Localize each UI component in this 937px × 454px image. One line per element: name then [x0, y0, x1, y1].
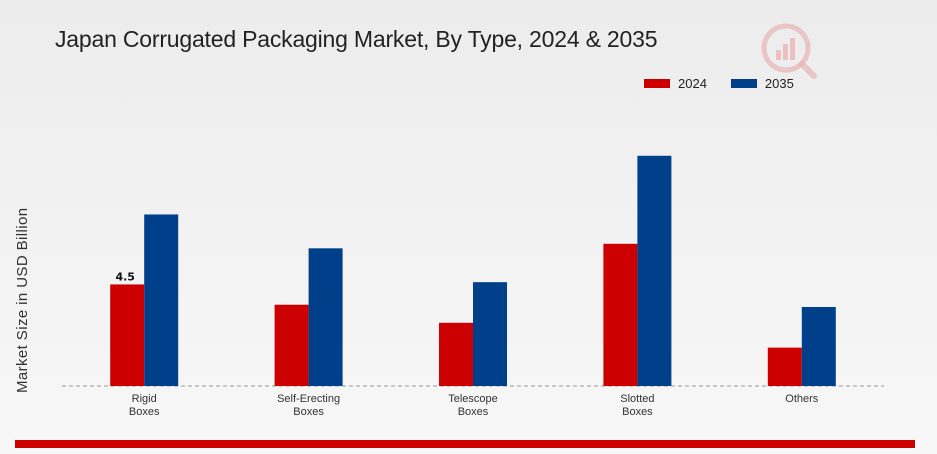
- chart-title: Japan Corrugated Packaging Market, By Ty…: [55, 26, 658, 52]
- bar-2035-4: [801, 307, 836, 386]
- bar-2024-2: [439, 322, 473, 386]
- x-tick-label-2-1: Boxes: [458, 406, 489, 418]
- x-tick-label-4-0: Others: [785, 393, 819, 405]
- bar-2024-3: [603, 243, 638, 386]
- x-tick-label-2-0: Telescope: [448, 393, 498, 405]
- legend-swatch-2024: [644, 79, 670, 88]
- legend-swatch-2035: [730, 79, 757, 88]
- legend-label-2024: 2024: [678, 76, 707, 91]
- x-tick-label-0-1: Boxes: [129, 406, 160, 418]
- market-research-logo-icon: [761, 23, 817, 79]
- legend-item-2024: 2024: [644, 76, 707, 91]
- bar-2024-1: [274, 304, 309, 386]
- legend-label-2035: 2035: [764, 76, 794, 91]
- bottom-accent-bar: [15, 440, 915, 448]
- x-tick-label-3-1: Boxes: [622, 406, 653, 418]
- bar-2035-0: [144, 214, 179, 386]
- x-tick-label-1-1: Boxes: [293, 406, 324, 418]
- legend-item-2035: 2035: [730, 76, 794, 91]
- bar-2024-0: [110, 284, 145, 386]
- x-tick-label-1-0: Self-Erecting: [277, 393, 340, 405]
- x-tick-label-0-0: Rigid: [132, 393, 157, 405]
- bar-2035-3: [637, 155, 672, 386]
- bar-2024-4: [767, 347, 802, 386]
- chart-legend: 2024 2035: [644, 76, 794, 91]
- x-tick-label-3-0: Slotted: [620, 393, 654, 405]
- data-label-0: 4.5: [115, 270, 135, 283]
- bar-2035-2: [473, 282, 507, 386]
- bar-2035-1: [308, 248, 343, 386]
